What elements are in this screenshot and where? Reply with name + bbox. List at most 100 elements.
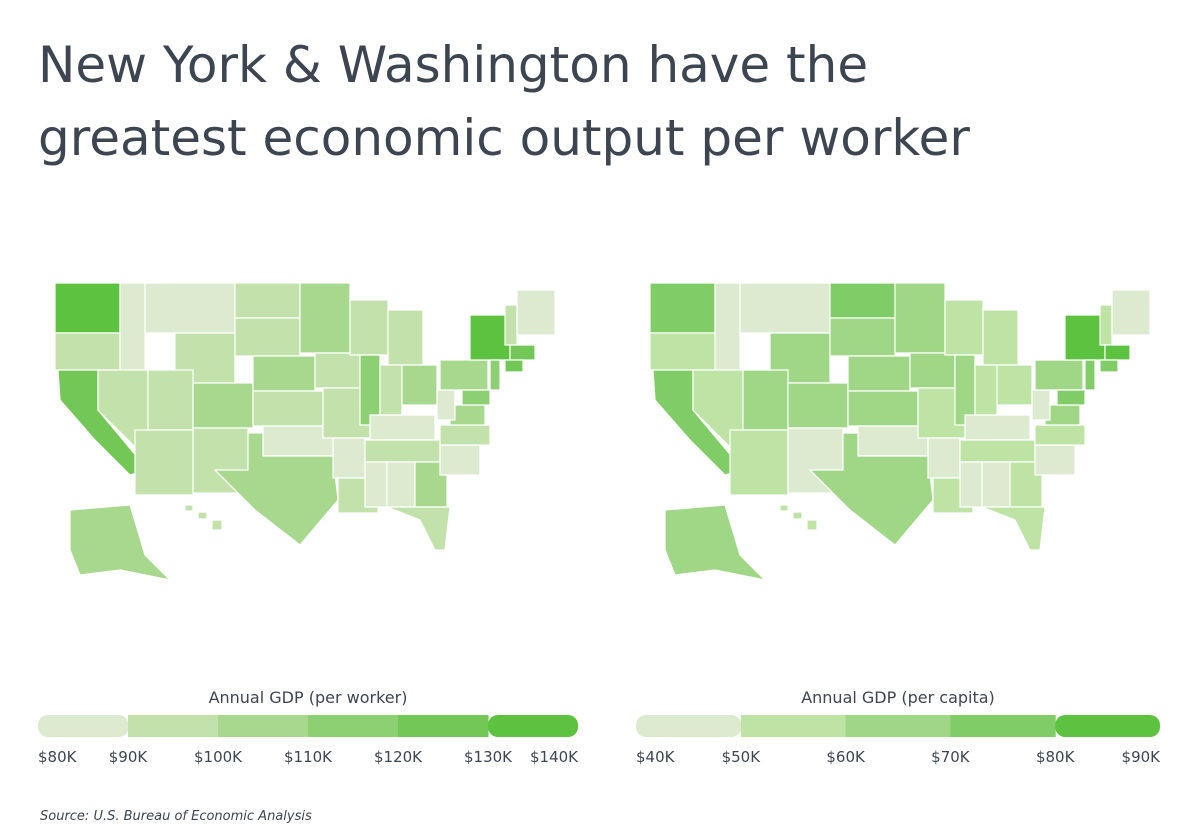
state — [847, 390, 919, 427]
state — [509, 344, 536, 361]
legend-tick-label: $70K — [931, 748, 971, 766]
state — [386, 506, 451, 551]
state — [964, 414, 1031, 441]
legend-tick-label: $40K — [636, 748, 676, 766]
state — [349, 299, 389, 356]
state — [369, 414, 436, 441]
map — [54, 282, 556, 581]
state — [982, 309, 1019, 366]
state — [54, 332, 126, 371]
state — [829, 282, 896, 319]
legend-swatch — [950, 715, 1056, 737]
legend-swatch — [398, 715, 489, 737]
state — [664, 504, 767, 581]
state — [649, 282, 716, 334]
state — [1056, 389, 1086, 406]
legend-swatch — [1055, 715, 1160, 737]
state — [364, 461, 388, 508]
legend-tick-label: $110K — [284, 748, 333, 766]
legend-swatch — [308, 715, 399, 737]
state — [147, 369, 194, 431]
state — [439, 424, 491, 446]
legend-tick-label: $100K — [194, 748, 243, 766]
legend-swatch — [636, 715, 742, 737]
legend-swatch — [740, 715, 847, 737]
state — [1099, 359, 1119, 373]
state — [1034, 359, 1084, 391]
state — [184, 504, 194, 512]
state — [516, 289, 556, 336]
state — [729, 429, 789, 496]
state — [959, 439, 1036, 463]
state — [1084, 359, 1096, 391]
state — [234, 317, 301, 357]
state — [981, 506, 1046, 551]
state — [739, 282, 831, 334]
map — [649, 282, 1151, 581]
legend-tick-label: $80K — [1036, 748, 1076, 766]
legend-tick-label: $80K — [38, 748, 78, 766]
state — [54, 282, 121, 334]
state — [299, 282, 351, 354]
legend-tick-label: $50K — [722, 748, 762, 766]
legend-tick-label: $90K — [1122, 748, 1162, 766]
state — [332, 437, 366, 479]
state — [314, 352, 361, 389]
state — [213, 432, 339, 546]
state — [1099, 304, 1113, 346]
state — [489, 359, 501, 391]
state — [1031, 389, 1051, 421]
legend-title: Annual GDP (per capita) — [801, 688, 995, 707]
state — [69, 504, 172, 581]
state — [192, 382, 254, 429]
state — [981, 461, 1011, 508]
state — [234, 282, 301, 319]
legend-tick-label: $120K — [374, 748, 423, 766]
legend-swatch — [845, 715, 951, 737]
state — [436, 389, 456, 421]
state — [469, 314, 511, 361]
state — [439, 359, 489, 391]
state — [504, 304, 518, 346]
state — [1104, 344, 1131, 361]
state — [211, 519, 223, 531]
state — [439, 444, 481, 476]
legend-tick-label: $140K — [530, 748, 579, 766]
state — [387, 309, 424, 366]
legend-tick-label: $90K — [109, 748, 149, 766]
state — [134, 429, 194, 496]
state — [1034, 424, 1086, 446]
legend-swatch — [128, 715, 219, 737]
state — [927, 437, 961, 479]
legend-tick-label: $60K — [826, 748, 866, 766]
state — [119, 282, 146, 374]
legend-swatch — [488, 715, 578, 737]
state — [364, 439, 441, 463]
legend-swatch — [38, 715, 129, 737]
state — [144, 282, 236, 334]
state — [829, 317, 896, 357]
title-line: greatest economic output per worker — [38, 109, 970, 167]
state — [806, 519, 818, 531]
state — [847, 355, 911, 392]
legend-title: Annual GDP (per worker) — [209, 688, 408, 707]
state — [1034, 444, 1076, 476]
state — [401, 364, 438, 406]
state — [252, 390, 324, 427]
source: Source: U.S. Bureau of Economic Analysis — [40, 809, 312, 824]
state — [787, 382, 849, 429]
state — [649, 332, 721, 371]
state — [808, 432, 934, 546]
state — [504, 359, 524, 373]
title-line: New York & Washington have the — [38, 36, 868, 94]
state — [894, 282, 946, 354]
state — [779, 504, 789, 512]
state — [252, 355, 316, 392]
state — [974, 364, 998, 416]
state — [714, 282, 741, 374]
state — [386, 461, 416, 508]
state — [461, 389, 491, 406]
state — [1064, 314, 1106, 361]
state — [944, 299, 984, 356]
